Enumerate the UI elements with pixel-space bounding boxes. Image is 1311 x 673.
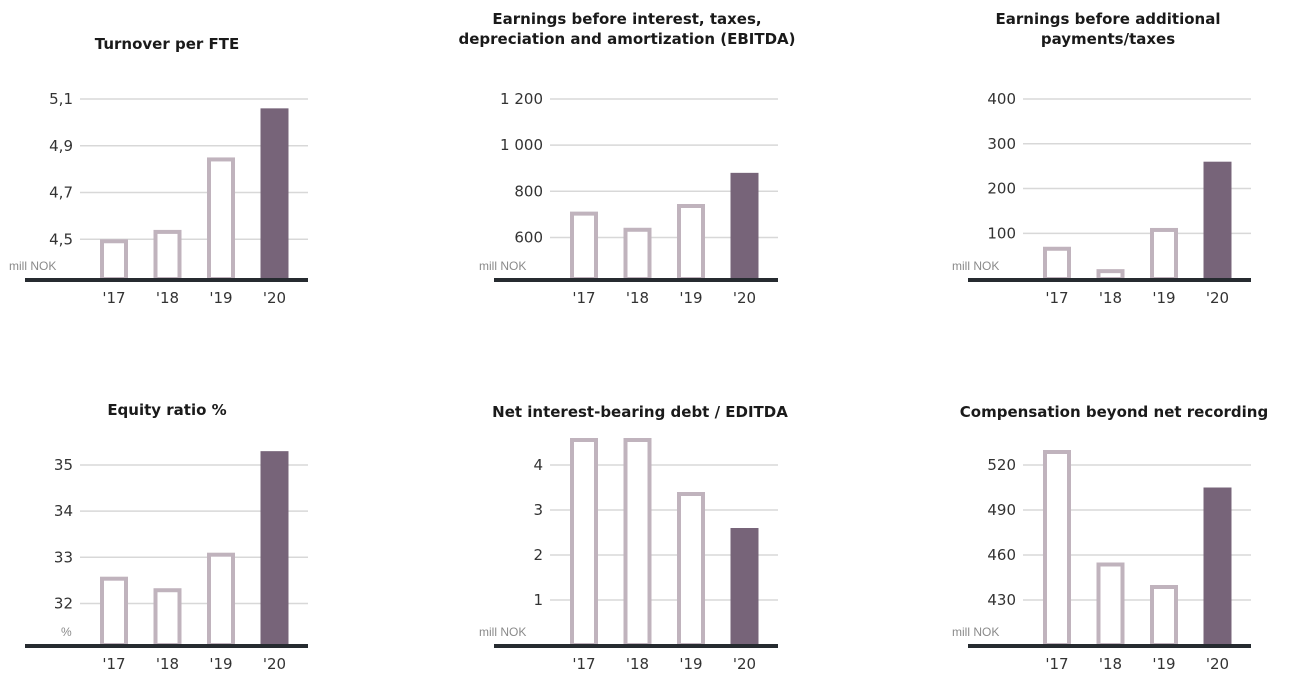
chart-title: Earnings before additional <box>996 10 1221 28</box>
y-tick-label: 200 <box>987 180 1016 198</box>
y-tick-label: 32 <box>54 594 73 612</box>
x-category-label: '18 <box>1099 655 1122 673</box>
bar-19 <box>1150 227 1178 282</box>
bar-18 <box>1096 269 1125 282</box>
y-tick-label: 300 <box>987 135 1016 153</box>
bar-17 <box>100 576 128 648</box>
chart-title: Compensation beyond net recording <box>960 403 1268 421</box>
chart-panel-5: Net interest-bearing debt / EDITDA 1 2 3 4 mi… <box>479 403 788 673</box>
y-tick-label: 600 <box>514 228 543 246</box>
chart-title: Net interest-bearing debt / EDITDA <box>492 403 788 421</box>
bar-20 <box>730 172 759 279</box>
x-category-label: '17 <box>572 289 595 307</box>
x-category-label: '17 <box>572 655 595 673</box>
y-tick-label: 400 <box>987 90 1016 108</box>
bar-19 <box>677 204 705 281</box>
x-category-label: '17 <box>102 289 125 307</box>
y-tick-label: 33 <box>54 548 73 566</box>
chart-panel-4: Equity ratio % 32 33 34 35% '17 '18 '19 '20 <box>25 401 308 673</box>
unit-label: mill NOK <box>952 259 999 273</box>
y-tick-label: 4 <box>533 456 543 474</box>
bar-17 <box>1043 246 1071 282</box>
x-category-label: '17 <box>1045 655 1068 673</box>
chart-title: depreciation and amortization (EBITDA) <box>458 30 795 48</box>
bar-19 <box>677 492 705 647</box>
x-category-label: '18 <box>1099 289 1122 307</box>
bar-20 <box>1203 487 1232 645</box>
y-tick-label: 4,9 <box>49 137 73 155</box>
bar-20 <box>260 451 289 645</box>
x-category-label: '19 <box>1152 655 1175 673</box>
chart-title: Earnings before interest, taxes, <box>492 10 761 28</box>
unit-label: mill NOK <box>952 625 999 639</box>
y-tick-label: 1 000 <box>500 136 543 154</box>
y-tick-label: 35 <box>54 456 73 474</box>
bar-20 <box>730 528 759 645</box>
x-category-label: '19 <box>209 289 232 307</box>
x-category-label: '18 <box>156 289 179 307</box>
x-category-label: '18 <box>156 655 179 673</box>
bar-18 <box>153 588 182 648</box>
unit-label: mill NOK <box>479 259 526 273</box>
x-category-label: '19 <box>209 655 232 673</box>
y-tick-label: 430 <box>987 591 1016 609</box>
y-tick-label: 1 200 <box>500 90 543 108</box>
bar-19 <box>207 552 235 648</box>
y-tick-label: 490 <box>987 501 1016 519</box>
y-tick-label: 4,5 <box>49 230 73 248</box>
chart-title: Equity ratio % <box>107 401 226 419</box>
x-category-label: '19 <box>679 655 702 673</box>
y-tick-label: 100 <box>987 224 1016 242</box>
x-category-label: '19 <box>679 289 702 307</box>
x-category-label: '18 <box>626 655 649 673</box>
x-category-label: '18 <box>626 289 649 307</box>
bar-19 <box>1150 585 1178 647</box>
x-category-label: '20 <box>263 655 286 673</box>
bar-18 <box>1096 562 1125 647</box>
unit-label: % <box>61 625 72 639</box>
y-tick-label: 1 <box>533 591 543 609</box>
unit-label: mill NOK <box>9 259 56 273</box>
x-category-label: '20 <box>733 289 756 307</box>
y-tick-label: 2 <box>533 546 543 564</box>
bar-18 <box>153 229 182 281</box>
y-tick-label: 460 <box>987 546 1016 564</box>
chart-title: payments/taxes <box>1041 30 1175 48</box>
y-tick-label: 34 <box>54 502 73 520</box>
x-category-label: '17 <box>102 655 125 673</box>
y-tick-label: 5,1 <box>49 90 73 108</box>
bar-18 <box>623 227 652 281</box>
chart-panel-6: Compensation beyond net recording 430 460 4… <box>952 403 1268 673</box>
chart-panel-1: Turnover per FTE 4,5 4,7 4,9 5,1 mill NOK '17 '… <box>9 35 308 307</box>
y-tick-label: 4,7 <box>49 184 73 202</box>
bar-17 <box>1043 450 1071 647</box>
bar-19 <box>207 157 235 281</box>
x-category-label: '20 <box>1206 655 1229 673</box>
chart-title: Turnover per FTE <box>95 35 239 53</box>
x-category-label: '20 <box>263 289 286 307</box>
bar-18 <box>623 438 652 647</box>
bar-17 <box>100 239 128 281</box>
x-category-label: '19 <box>1152 289 1175 307</box>
bar-17 <box>570 438 598 647</box>
chart-panel-2: Earnings before interest, taxes, deprecia… <box>458 10 795 307</box>
bar-17 <box>570 211 598 281</box>
unit-label: mill NOK <box>479 625 526 639</box>
x-category-label: '20 <box>733 655 756 673</box>
y-tick-label: 3 <box>533 501 543 519</box>
x-category-label: '20 <box>1206 289 1229 307</box>
bar-20 <box>1203 161 1232 279</box>
chart-panel-3: Earnings before additional payments/taxes… <box>952 10 1251 307</box>
y-tick-label: 800 <box>514 182 543 200</box>
x-category-label: '17 <box>1045 289 1068 307</box>
bar-20 <box>260 108 289 279</box>
y-tick-label: 520 <box>987 456 1016 474</box>
